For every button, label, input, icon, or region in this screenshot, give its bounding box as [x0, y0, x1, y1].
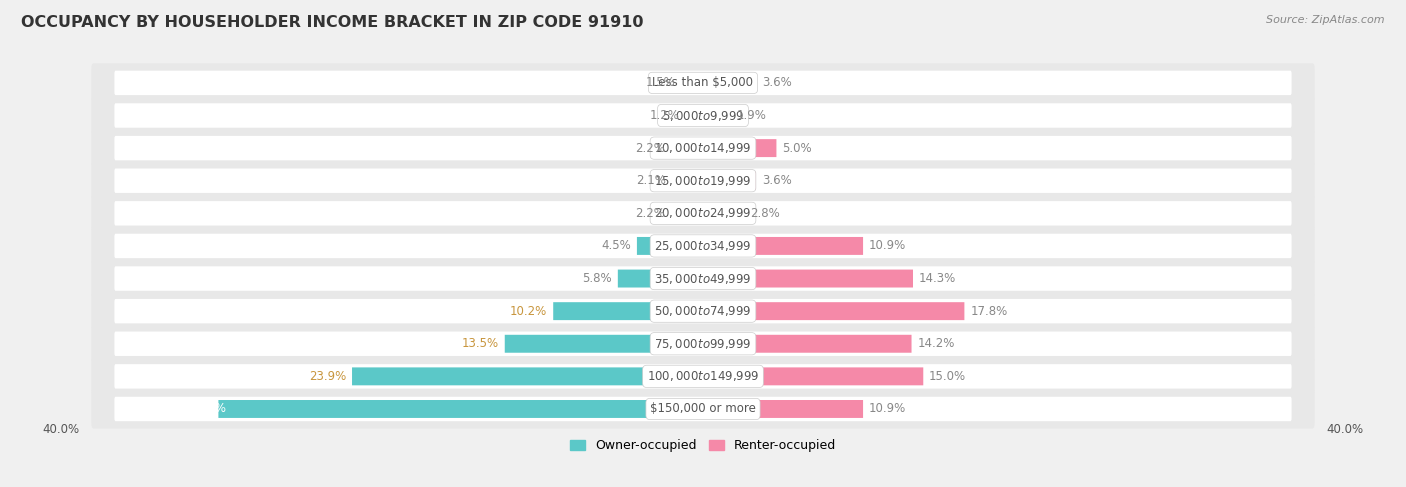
FancyBboxPatch shape: [114, 169, 1292, 193]
FancyBboxPatch shape: [703, 270, 912, 287]
Text: $100,000 to $149,999: $100,000 to $149,999: [647, 369, 759, 383]
FancyBboxPatch shape: [671, 139, 703, 157]
FancyBboxPatch shape: [91, 226, 1315, 265]
Text: 2.8%: 2.8%: [749, 207, 780, 220]
Text: $20,000 to $24,999: $20,000 to $24,999: [654, 206, 752, 220]
Text: $75,000 to $99,999: $75,000 to $99,999: [654, 337, 752, 351]
Text: Source: ZipAtlas.com: Source: ZipAtlas.com: [1267, 15, 1385, 25]
FancyBboxPatch shape: [703, 139, 776, 157]
Text: 14.3%: 14.3%: [920, 272, 956, 285]
FancyBboxPatch shape: [703, 172, 756, 190]
FancyBboxPatch shape: [91, 63, 1315, 102]
FancyBboxPatch shape: [91, 390, 1315, 429]
Text: 1.2%: 1.2%: [650, 109, 679, 122]
FancyBboxPatch shape: [671, 205, 703, 222]
Text: 13.5%: 13.5%: [461, 337, 499, 350]
Text: OCCUPANCY BY HOUSEHOLDER INCOME BRACKET IN ZIP CODE 91910: OCCUPANCY BY HOUSEHOLDER INCOME BRACKET …: [21, 15, 644, 30]
Text: 33.0%: 33.0%: [188, 402, 226, 415]
FancyBboxPatch shape: [91, 161, 1315, 200]
Text: $150,000 or more: $150,000 or more: [650, 402, 756, 415]
FancyBboxPatch shape: [114, 234, 1292, 258]
Text: 17.8%: 17.8%: [970, 305, 1008, 318]
FancyBboxPatch shape: [617, 270, 703, 287]
FancyBboxPatch shape: [681, 74, 703, 92]
FancyBboxPatch shape: [703, 367, 924, 385]
FancyBboxPatch shape: [114, 266, 1292, 291]
Text: Less than $5,000: Less than $5,000: [652, 76, 754, 90]
FancyBboxPatch shape: [91, 129, 1315, 168]
Text: $25,000 to $34,999: $25,000 to $34,999: [654, 239, 752, 253]
Text: 10.9%: 10.9%: [869, 402, 907, 415]
FancyBboxPatch shape: [703, 205, 744, 222]
Text: 15.0%: 15.0%: [929, 370, 966, 383]
FancyBboxPatch shape: [114, 136, 1292, 160]
FancyBboxPatch shape: [114, 397, 1292, 421]
FancyBboxPatch shape: [114, 299, 1292, 323]
Text: 14.2%: 14.2%: [917, 337, 955, 350]
Text: $35,000 to $49,999: $35,000 to $49,999: [654, 272, 752, 285]
Text: $15,000 to $19,999: $15,000 to $19,999: [654, 174, 752, 187]
FancyBboxPatch shape: [114, 103, 1292, 128]
Text: $50,000 to $74,999: $50,000 to $74,999: [654, 304, 752, 318]
Text: 1.5%: 1.5%: [645, 76, 675, 90]
FancyBboxPatch shape: [114, 201, 1292, 225]
Text: 5.0%: 5.0%: [782, 142, 811, 154]
FancyBboxPatch shape: [91, 96, 1315, 135]
Text: 3.6%: 3.6%: [762, 76, 792, 90]
FancyBboxPatch shape: [703, 74, 756, 92]
Text: 10.2%: 10.2%: [510, 305, 547, 318]
Text: 1.9%: 1.9%: [737, 109, 766, 122]
Text: 2.2%: 2.2%: [636, 207, 665, 220]
Text: 40.0%: 40.0%: [1327, 423, 1364, 436]
FancyBboxPatch shape: [114, 364, 1292, 389]
FancyBboxPatch shape: [91, 259, 1315, 298]
FancyBboxPatch shape: [114, 71, 1292, 95]
FancyBboxPatch shape: [703, 400, 863, 418]
FancyBboxPatch shape: [703, 107, 731, 125]
Text: $5,000 to $9,999: $5,000 to $9,999: [662, 109, 744, 123]
FancyBboxPatch shape: [91, 324, 1315, 363]
FancyBboxPatch shape: [218, 400, 703, 418]
FancyBboxPatch shape: [505, 335, 703, 353]
FancyBboxPatch shape: [91, 357, 1315, 396]
Legend: Owner-occupied, Renter-occupied: Owner-occupied, Renter-occupied: [565, 434, 841, 457]
FancyBboxPatch shape: [91, 292, 1315, 331]
Text: 4.5%: 4.5%: [602, 240, 631, 252]
FancyBboxPatch shape: [703, 335, 911, 353]
FancyBboxPatch shape: [685, 107, 703, 125]
Text: 10.9%: 10.9%: [869, 240, 907, 252]
Text: $10,000 to $14,999: $10,000 to $14,999: [654, 141, 752, 155]
FancyBboxPatch shape: [352, 367, 703, 385]
Text: 23.9%: 23.9%: [309, 370, 346, 383]
FancyBboxPatch shape: [672, 172, 703, 190]
Text: 40.0%: 40.0%: [42, 423, 79, 436]
FancyBboxPatch shape: [553, 302, 703, 320]
FancyBboxPatch shape: [114, 332, 1292, 356]
Text: 5.8%: 5.8%: [582, 272, 612, 285]
FancyBboxPatch shape: [637, 237, 703, 255]
FancyBboxPatch shape: [703, 237, 863, 255]
Text: 2.2%: 2.2%: [636, 142, 665, 154]
Text: 3.6%: 3.6%: [762, 174, 792, 187]
Text: 2.1%: 2.1%: [637, 174, 666, 187]
FancyBboxPatch shape: [703, 302, 965, 320]
FancyBboxPatch shape: [91, 194, 1315, 233]
